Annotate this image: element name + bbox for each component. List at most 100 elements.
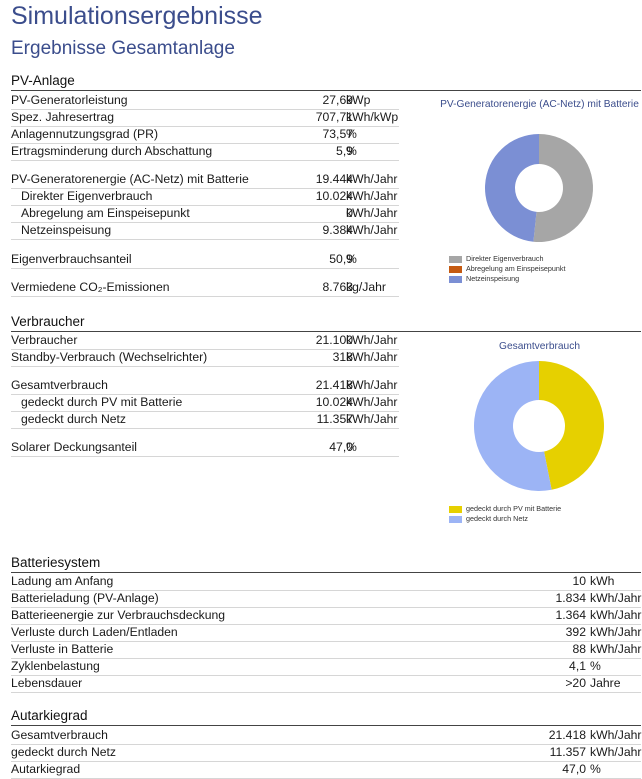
- row-unit: kWh/Jahr: [590, 745, 642, 759]
- table-row: Lebensdauer >20 Jahre: [11, 675, 641, 693]
- row-unit: kWh: [590, 574, 615, 588]
- row-label: Anlagennutzungsgrad (PR): [11, 127, 159, 141]
- row-label: Spez. Jahresertrag: [11, 110, 114, 124]
- pie-slice-direkter-eigenverbrauch: [533, 134, 594, 242]
- row-label: Ladung am Anfang: [11, 574, 114, 588]
- row-value: 1.364: [555, 608, 587, 622]
- legend-label: Direkter Eigenverbrauch: [466, 254, 544, 263]
- legend-label: gedeckt durch PV mit Batterie: [466, 504, 562, 513]
- row-unit: Jahre: [590, 676, 621, 690]
- row-unit: %: [590, 762, 601, 776]
- row-unit: %: [346, 144, 357, 158]
- row-unit: kWh/Jahr: [590, 591, 642, 605]
- row-value: 21.100: [315, 333, 353, 347]
- row-unit: kWh/Jahr: [346, 172, 398, 186]
- row-value: 21.418: [315, 378, 353, 392]
- legend-swatch: [449, 515, 462, 523]
- row-unit: kWp: [346, 93, 371, 107]
- row-value: 27,69: [322, 93, 354, 107]
- table-row: Autarkiegrad 47,0 %: [11, 761, 641, 779]
- row-unit: kWh/Jahr: [346, 412, 398, 426]
- row-label: Batterieladung (PV-Anlage): [11, 591, 159, 605]
- row-unit: kWh/Jahr: [346, 333, 398, 347]
- legend-label: Netzeinspeisung: [466, 274, 520, 283]
- legend-swatch: [449, 255, 462, 263]
- row-label: Standby-Verbrauch (Wechselrichter): [11, 350, 208, 364]
- section-heading-verbraucher: Verbraucher: [11, 314, 85, 329]
- row-value: 19.444: [315, 172, 353, 186]
- row-unit: kWh/Jahr: [590, 625, 642, 639]
- row-label: gedeckt durch PV mit Batterie: [21, 395, 183, 409]
- row-unit: kWh/Jahr: [590, 608, 642, 622]
- row-label: Gesamtverbrauch: [11, 378, 108, 392]
- section-heading-pv: PV-Anlage: [11, 73, 75, 88]
- table-row: Gesamtverbrauch 21.418 kWh/Jahr: [11, 377, 399, 395]
- row-value: 11.357: [549, 745, 586, 759]
- row-unit: %: [346, 440, 357, 454]
- row-label: PV-Generatorleistung: [11, 93, 128, 107]
- row-label: Verbraucher: [11, 333, 78, 347]
- row-label: Batterieenergie zur Verbrauchsdeckung: [11, 608, 226, 622]
- row-label: gedeckt durch Netz: [21, 412, 127, 426]
- row-label: Autarkiegrad: [11, 762, 81, 776]
- legend-swatch: [449, 265, 462, 273]
- row-value: 1.834: [555, 591, 587, 605]
- row-value: 707,71: [315, 110, 353, 124]
- row-unit: kWh/Jahr: [346, 378, 398, 392]
- table-row: Eigenverbrauchsanteil 50,9 %: [11, 251, 399, 269]
- table-row: Vermiedene CO₂-Emissionen 8.763 kg/Jahr: [11, 279, 399, 297]
- table-row: Verluste in Batterie 88 kWh/Jahr: [11, 641, 641, 659]
- table-row: Spez. Jahresertrag 707,71 kWh/kWp: [11, 109, 399, 127]
- row-label: Ertragsminderung durch Abschattung: [11, 144, 213, 158]
- donut-chart: [485, 134, 594, 242]
- row-unit: %: [590, 659, 601, 673]
- section-heading-batterie: Batteriesystem: [11, 555, 101, 570]
- row-value: 10.024: [315, 189, 353, 203]
- row-value: 10.024: [315, 395, 353, 409]
- table-row: Standby-Verbrauch (Wechselrichter) 318 k…: [11, 349, 399, 367]
- row-label: Netzeinspeisung: [21, 223, 112, 237]
- table-row: Gesamtverbrauch 21.418 kWh/Jahr: [11, 727, 641, 745]
- row-unit: kWh/Jahr: [590, 642, 642, 656]
- row-label: Zyklenbelastung: [11, 659, 100, 673]
- row-value: 318: [332, 350, 353, 364]
- row-value: 47,0: [562, 762, 586, 776]
- row-label: Verluste in Batterie: [11, 642, 114, 656]
- table-row: gedeckt durch Netz 11.357 kWh/Jahr: [11, 744, 641, 762]
- legend-item: Netzeinspeisung: [449, 274, 566, 284]
- table-row: Zyklenbelastung 4,1 %: [11, 658, 641, 676]
- legend-item: Direkter Eigenverbrauch: [449, 254, 566, 264]
- pie-slice-gedeckt-durch-pv-mit-batterie: [539, 361, 604, 490]
- table-row: gedeckt durch PV mit Batterie 10.024 kWh…: [11, 394, 399, 412]
- row-label: Vermiedene CO₂-Emissionen: [11, 280, 170, 294]
- row-value: 4,1: [569, 659, 586, 673]
- row-value: 392: [565, 625, 586, 639]
- row-label: Direkter Eigenverbrauch: [21, 189, 153, 203]
- row-value: 0: [346, 206, 353, 220]
- row-value: 47,0: [329, 440, 353, 454]
- row-unit: kWh/Jahr: [346, 189, 398, 203]
- row-unit: kWh/Jahr: [346, 223, 398, 237]
- row-unit: kWh/Jahr: [346, 350, 398, 364]
- row-value: 10: [572, 574, 586, 588]
- table-row: PV-Generatorenergie (AC-Netz) mit Batter…: [11, 171, 399, 189]
- section-rule: [11, 331, 641, 332]
- chart-title: PV-Generatorenergie (AC-Netz) mit Batter…: [440, 99, 639, 110]
- table-row: Solarer Deckungsanteil 47,0 %: [11, 439, 399, 457]
- pie-slice-netzeinspeisung: [485, 134, 539, 242]
- donut-chart: [473, 361, 604, 491]
- legend-item: Abregelung am Einspeisepunkt: [449, 264, 566, 274]
- table-row: gedeckt durch Netz 11.357 kWh/Jahr: [11, 411, 399, 429]
- row-label: Solarer Deckungsanteil: [11, 440, 138, 454]
- row-value: 5,9: [336, 144, 353, 158]
- row-label: Lebensdauer: [11, 676, 83, 690]
- table-row: Anlagennutzungsgrad (PR) 73,57 %: [11, 126, 399, 144]
- page-subtitle: Ergebnisse Gesamtanlage: [11, 38, 235, 59]
- chart-title: Gesamtverbrauch: [499, 341, 580, 352]
- row-unit: %: [346, 252, 357, 266]
- legend-swatch: [449, 275, 462, 283]
- pv-energy-chart: PV-Generatorenergie (AC-Netz) mit Batter…: [437, 95, 642, 290]
- table-row: Ertragsminderung durch Abschattung 5,9 %: [11, 143, 399, 161]
- table-row: Abregelung am Einspeisepunkt 0 kWh/Jahr: [11, 205, 399, 223]
- table-row: Batterieladung (PV-Anlage) 1.834 kWh/Jah…: [11, 590, 641, 608]
